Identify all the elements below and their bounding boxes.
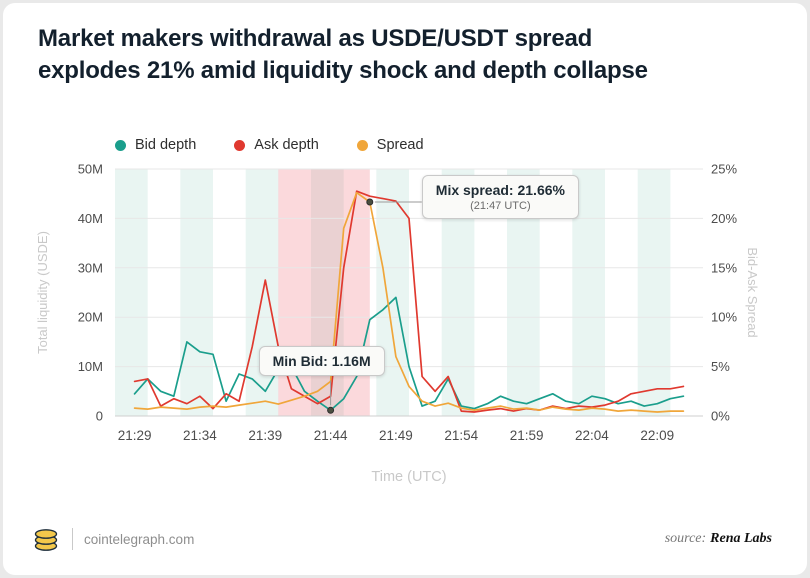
liquidity-spread-chart: 0 0% 10M 5% 20M 10% 30M 15% 40M 20% 50M 25% 21:29 21:…: [35, 162, 760, 486]
x-tick: 21:39: [248, 428, 282, 443]
y-right-tick: 25%: [711, 162, 737, 177]
source-credit: source: Rena Labs: [665, 531, 772, 547]
annotation-min-bid-value: Min Bid: 1.16M: [272, 353, 371, 370]
marker-mix-spread: [366, 198, 374, 206]
legend-item-bid-depth: Bid depth: [115, 137, 196, 153]
y-right-tick: 0%: [711, 409, 730, 424]
annotation-mix-spread: Mix spread: 21.66% (21:47 UTC): [421, 174, 579, 219]
marker-min-bid: [327, 406, 335, 414]
y-left-tick: 10M: [78, 359, 103, 374]
x-axis-title: Time (UTC): [371, 469, 446, 485]
y-right-tick: 10%: [711, 310, 737, 325]
legend-item-spread: Spread: [356, 137, 424, 153]
title-line1: Market makers withdrawal as USDE/USDT sp…: [38, 25, 593, 52]
title-line2: explodes 21% amid liquidity shock and de…: [38, 57, 648, 84]
annotation-mix-spread-time: (21:47 UTC): [470, 199, 531, 212]
x-tick: 21:59: [510, 428, 544, 443]
chart-card: Market makers withdrawal as USDE/USDT sp…: [3, 3, 807, 575]
brand-url[interactable]: cointelegraph.com: [84, 531, 195, 547]
source-name: Rena Labs: [710, 531, 772, 546]
page-title: Market makers withdrawal as USDE/USDT sp…: [38, 23, 648, 87]
spread-swatch-icon: [356, 139, 368, 151]
x-tick: 21:34: [183, 428, 217, 443]
brand-lockup: cointelegraph.com: [33, 525, 194, 553]
series-ask-depth: [133, 190, 685, 413]
legend-label-bid-depth: Bid depth: [135, 137, 197, 153]
y-left-tick: 30M: [78, 260, 103, 275]
footer: cointelegraph.com source: Rena Labs: [33, 525, 772, 553]
y-right-tick: 5%: [711, 359, 730, 374]
y-left-axis-title: Total liquidity (USDE): [35, 231, 50, 354]
x-tick: 21:54: [444, 428, 478, 443]
bid-depth-swatch-icon: [115, 139, 126, 151]
legend-label-ask-depth: Ask depth: [254, 137, 319, 153]
series-spread: [133, 191, 685, 413]
y-right-axis-title: Bid-Ask Spread: [745, 247, 760, 337]
y-left-tick: 20M: [78, 310, 103, 325]
cointelegraph-logo-icon: [34, 529, 58, 551]
chart-legend: Bid depth Ask depth Spread: [115, 137, 424, 153]
ask-depth-swatch-icon: [234, 139, 246, 151]
x-tick: 21:49: [379, 428, 413, 443]
source-label: source:: [664, 531, 707, 546]
annotation-mix-spread-value: Mix spread: 21.66%: [435, 181, 565, 198]
footer-divider: [72, 528, 73, 550]
y-left-tick: 50M: [78, 162, 103, 177]
y-right-tick: 15%: [711, 260, 737, 275]
x-tick: 21:44: [314, 428, 348, 443]
y-left-tick: 0: [96, 409, 103, 424]
plot-stripes: [115, 169, 671, 416]
y-right-tick: 20%: [711, 211, 737, 226]
y-left-tick: 40M: [78, 211, 103, 226]
x-tick: 21:29: [118, 428, 152, 443]
x-tick: 22:04: [575, 428, 609, 443]
x-tick: 22:09: [640, 428, 674, 443]
series-bid-depth: [133, 296, 685, 412]
legend-item-ask-depth: Ask depth: [234, 137, 319, 153]
annotation-min-bid: Min Bid: 1.16M: [258, 346, 385, 377]
legend-label-spread: Spread: [376, 137, 424, 153]
